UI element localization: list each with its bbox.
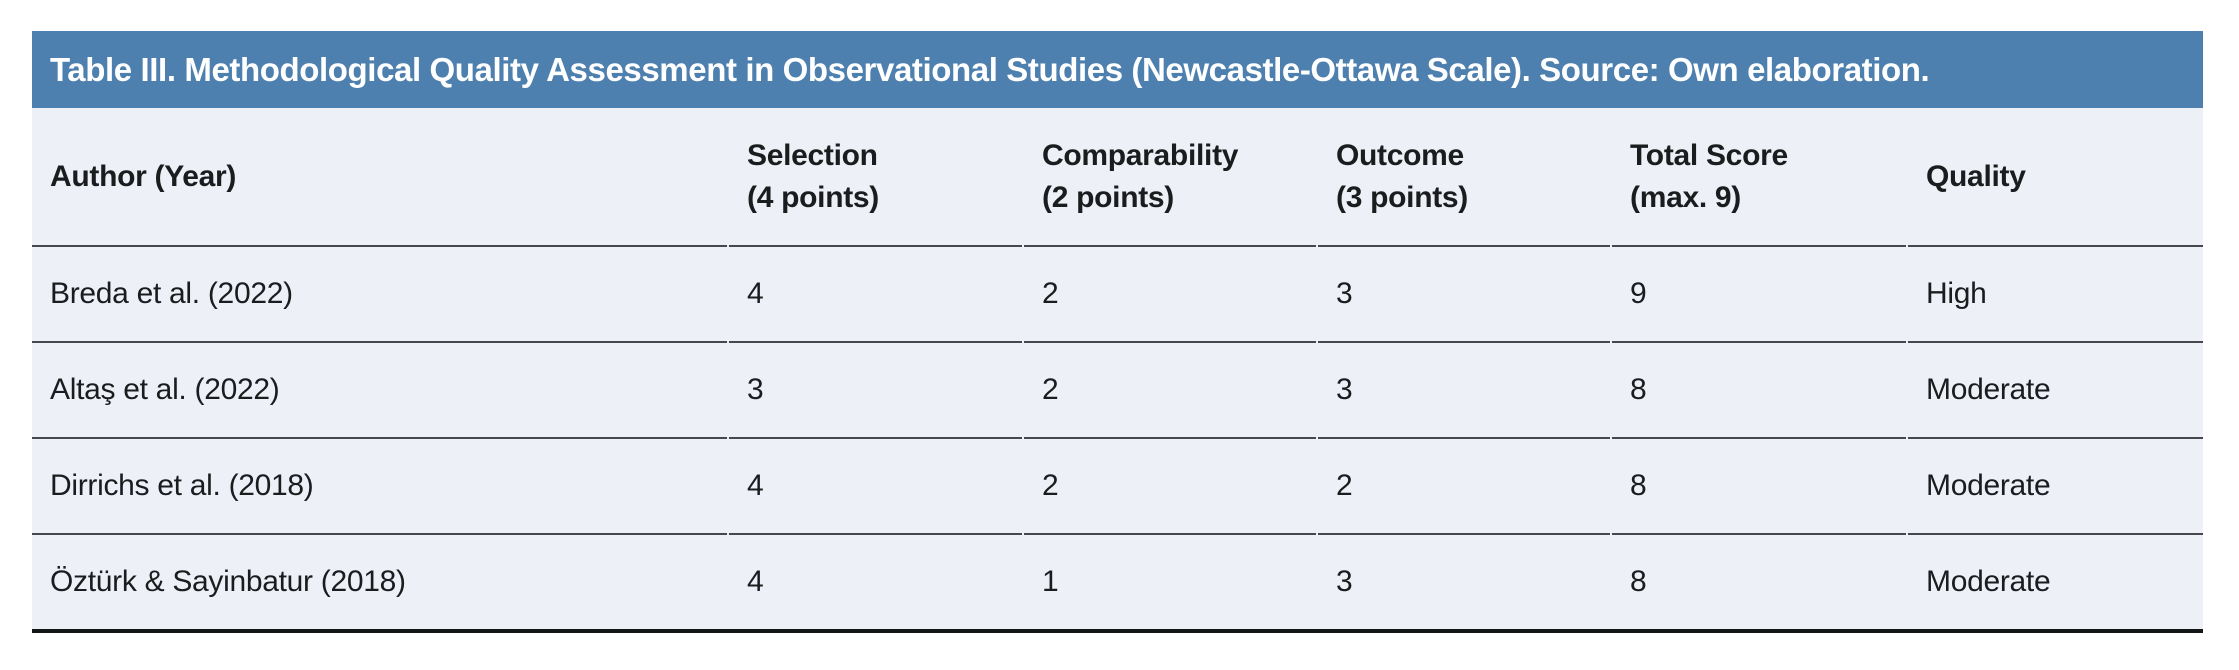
cell-comparability: 2 <box>1024 341 1316 437</box>
column-header-author: Author (Year) <box>32 108 727 245</box>
cell-selection: 4 <box>729 245 1022 341</box>
column-header-label: Outcome <box>1336 138 1464 172</box>
cell-author: Altaş et al. (2022) <box>32 341 727 437</box>
table-row: Dirrichs et al. (2018) 4 2 2 8 Moderate <box>32 437 2203 533</box>
cell-outcome: 2 <box>1318 437 1610 533</box>
column-header-outcome: Outcome (3 points) <box>1318 108 1610 245</box>
column-header-label: Quality <box>1926 159 2026 193</box>
cell-total-score: 9 <box>1612 245 1906 341</box>
cell-author: Breda et al. (2022) <box>32 245 727 341</box>
cell-comparability: 2 <box>1024 245 1316 341</box>
cell-quality: Moderate <box>1908 437 2203 533</box>
column-header-label: Selection <box>747 138 878 172</box>
table-header-row: Author (Year) Selection (4 points) Compa… <box>32 108 2203 245</box>
cell-outcome: 3 <box>1318 533 1610 629</box>
table-title: Table III. Methodological Quality Assess… <box>50 50 1930 88</box>
table-row: Altaş et al. (2022) 3 2 3 8 Moderate <box>32 341 2203 437</box>
cell-comparability: 1 <box>1024 533 1316 629</box>
cell-selection: 4 <box>729 533 1022 629</box>
cell-author: Öztürk & Sayinbatur (2018) <box>32 533 727 629</box>
column-header-comparability: Comparability (2 points) <box>1024 108 1316 245</box>
table-row: Öztürk & Sayinbatur (2018) 4 1 3 8 Moder… <box>32 533 2203 629</box>
cell-comparability: 2 <box>1024 437 1316 533</box>
column-header-sublabel: (4 points) <box>747 180 879 214</box>
cell-quality: Moderate <box>1908 341 2203 437</box>
column-header-label: Author (Year) <box>50 159 237 193</box>
column-header-sublabel: (max. 9) <box>1630 180 1741 214</box>
table-figure: Table III. Methodological Quality Assess… <box>32 31 2203 633</box>
cell-total-score: 8 <box>1612 341 1906 437</box>
cell-author: Dirrichs et al. (2018) <box>32 437 727 533</box>
cell-quality: High <box>1908 245 2203 341</box>
cell-outcome: 3 <box>1318 245 1610 341</box>
cell-selection: 4 <box>729 437 1022 533</box>
column-header-selection: Selection (4 points) <box>729 108 1022 245</box>
column-header-total-score: Total Score (max. 9) <box>1612 108 1906 245</box>
table-row: Breda et al. (2022) 4 2 3 9 High <box>32 245 2203 341</box>
cell-quality: Moderate <box>1908 533 2203 629</box>
quality-assessment-table: Author (Year) Selection (4 points) Compa… <box>32 108 2203 633</box>
column-header-label: Total Score <box>1630 138 1788 172</box>
column-header-sublabel: (2 points) <box>1042 180 1174 214</box>
column-header-sublabel: (3 points) <box>1336 180 1468 214</box>
cell-outcome: 3 <box>1318 341 1610 437</box>
column-header-label: Comparability <box>1042 138 1239 172</box>
column-header-quality: Quality <box>1908 108 2203 245</box>
table-title-bar: Table III. Methodological Quality Assess… <box>32 31 2203 108</box>
cell-total-score: 8 <box>1612 533 1906 629</box>
cell-total-score: 8 <box>1612 437 1906 533</box>
cell-selection: 3 <box>729 341 1022 437</box>
